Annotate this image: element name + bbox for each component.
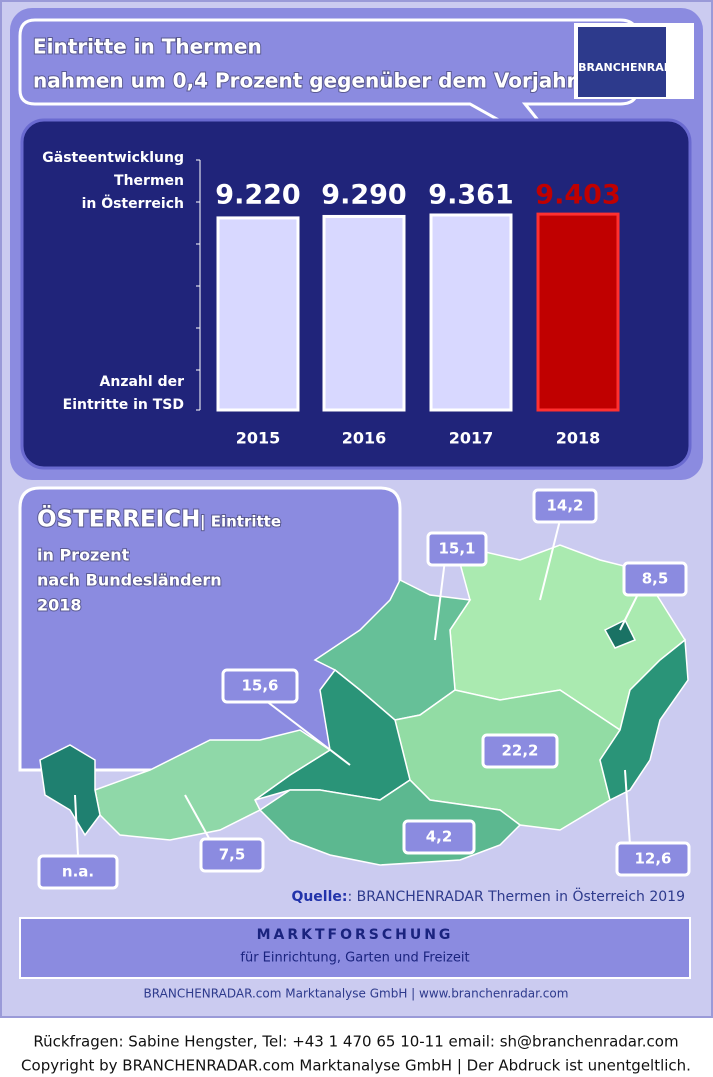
region-label: 4,2 — [426, 828, 453, 846]
map-subtitle: nach Bundesländern — [37, 571, 222, 590]
region-label: 15,6 — [241, 677, 278, 695]
value-label: 9.403 — [535, 180, 620, 211]
bar — [429, 213, 513, 412]
copyright: Copyright by BRANCHENRADAR.com Marktanal… — [21, 1057, 691, 1075]
callout-box — [199, 837, 265, 873]
region-label: 8,5 — [642, 570, 669, 588]
contact: Rückfragen: Sabine Hengster, Tel: +43 1 … — [33, 1033, 678, 1051]
callout-box — [221, 668, 299, 704]
x-tick-label: 2015 — [236, 429, 281, 448]
logo: BRANCHENRADAR — [578, 61, 690, 74]
region-label: 7,5 — [219, 846, 246, 864]
y-label: in Österreich — [82, 194, 184, 212]
logo-mark — [578, 27, 666, 97]
bar — [216, 216, 300, 412]
map-title-suffix: | Eintritte — [200, 513, 281, 532]
title-line: Eintritte in Thermen — [33, 35, 262, 59]
region-label: 14,2 — [546, 497, 583, 515]
callout-box — [402, 819, 476, 855]
callout-box — [426, 531, 488, 567]
footer-company: BRANCHENRADAR.com Marktanalyse GmbH | ww… — [144, 987, 569, 1001]
unit-label: Anzahl der — [100, 374, 185, 390]
callout-box — [532, 488, 598, 524]
x-tick-label: 2017 — [449, 429, 494, 448]
y-axis — [196, 159, 201, 411]
footer-box — [19, 917, 691, 979]
callouts: n.a. 7,5 15,6 15,1 14,2 8,5 22,2 4,2 12,6 — [37, 488, 691, 890]
value-label: 9.220 — [215, 180, 300, 211]
y-label: Thermen — [114, 173, 184, 189]
value-label: 9.290 — [321, 180, 406, 211]
unit-label: Eintritte in TSD — [63, 397, 184, 413]
region-label: 15,1 — [438, 540, 475, 558]
footer-heading: MARKTFORSCHUNG — [257, 927, 454, 943]
bar — [322, 214, 406, 412]
footer-subheading: für Einrichtung, Garten und Freizeit — [240, 951, 469, 966]
region-label: 22,2 — [501, 742, 538, 760]
map-title: ÖSTERREICH — [37, 505, 200, 533]
y-label: Gästeentwicklung — [42, 150, 184, 166]
callout-box — [481, 733, 559, 769]
source: Quelle:: BRANCHENRADAR Thermen in Österr… — [291, 887, 685, 905]
callout-box — [615, 841, 691, 877]
value-label: 9.361 — [428, 180, 513, 211]
callout-box — [622, 561, 688, 597]
x-tick-label: 2018 — [556, 429, 601, 448]
bar — [536, 212, 620, 412]
callout-pointers — [74, 519, 641, 856]
title-line: nahmen um 0,4 Prozent gegenüber dem Vorj… — [33, 69, 609, 93]
callout-box — [37, 854, 119, 890]
region-label: n.a. — [62, 863, 94, 881]
map-subtitle: 2018 — [37, 596, 82, 615]
bars: 9.220 2015 9.290 2016 9.361 2017 9.403 2018 — [215, 180, 620, 448]
region-label: 12,6 — [634, 850, 671, 868]
map-subtitle: in Prozent — [37, 546, 130, 565]
x-tick-label: 2016 — [342, 429, 387, 448]
